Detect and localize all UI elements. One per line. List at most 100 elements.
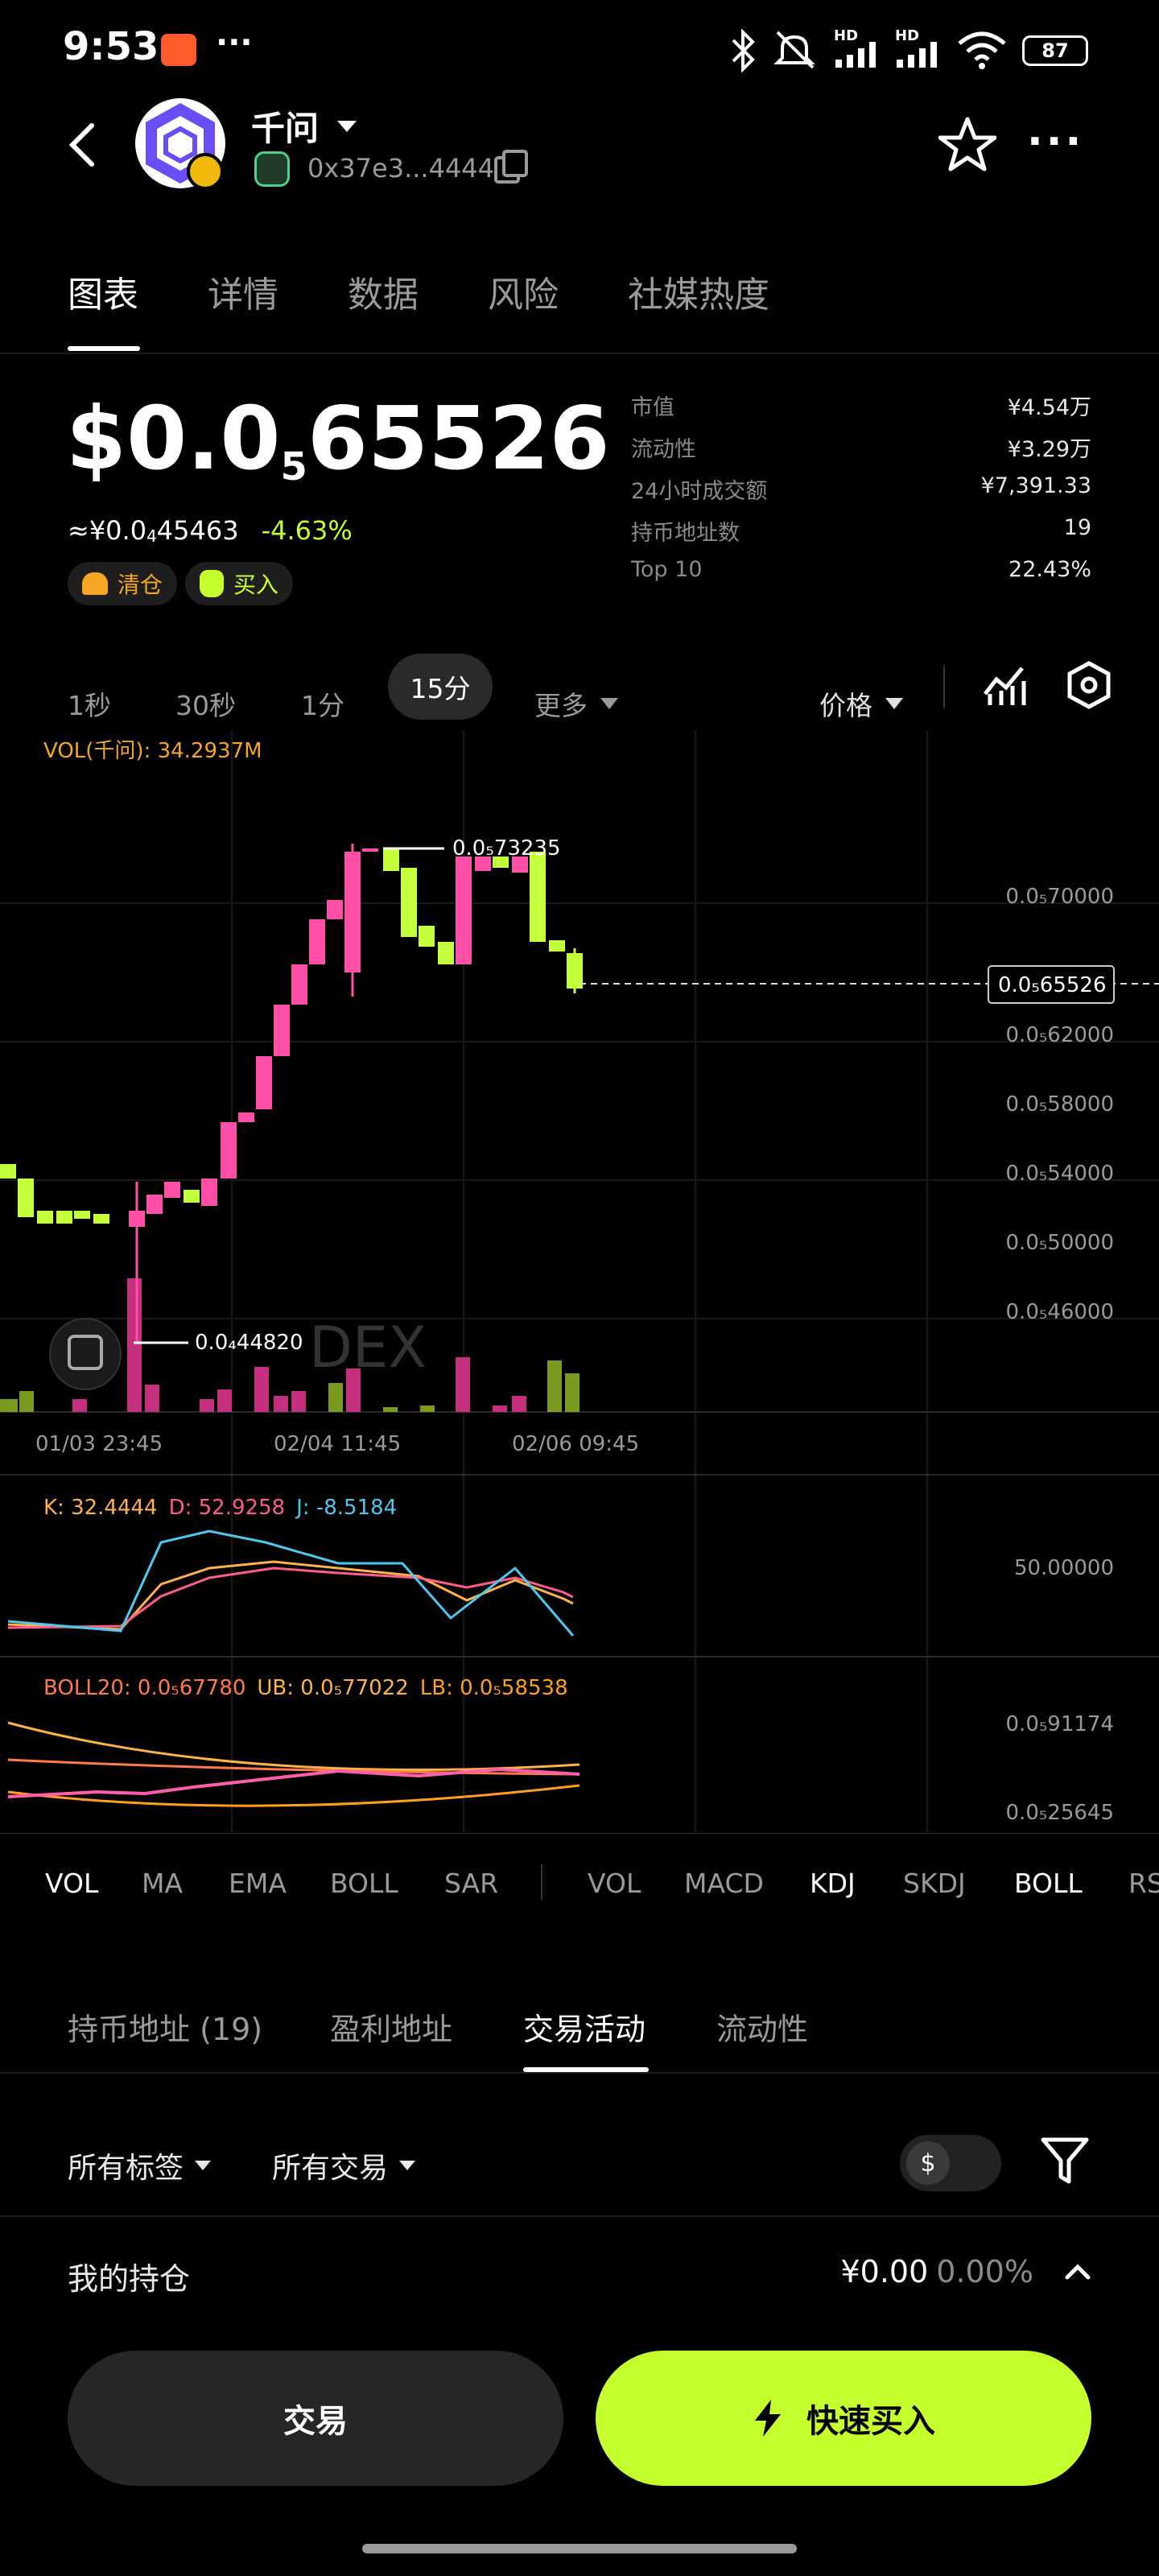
indicator-vol-main-label: VOL — [45, 1868, 99, 1899]
kdj-label: K: 32.4444 D: 52.9258 J: -8.5184 — [43, 1496, 397, 1520]
indicator-boll-sub[interactable]: BOLL — [1014, 1868, 1083, 1899]
filters-divider — [0, 2215, 1159, 2217]
candle — [512, 857, 528, 873]
status-time: 9:53 — [63, 24, 159, 69]
timeframe-more[interactable]: 更多 — [534, 684, 620, 723]
stat-label-holders: 持币地址数 — [631, 521, 740, 546]
x-tick-2: 02/04 11:45 — [274, 1432, 401, 1456]
timeframe-1s-label: 1秒 — [68, 690, 111, 721]
indicator-macd[interactable]: MACD — [684, 1868, 764, 1899]
y-tick-2: 0.0₅62000 — [1006, 1023, 1114, 1047]
copy-icon[interactable] — [493, 150, 530, 187]
indicator-boll-main[interactable]: BOLL — [330, 1868, 398, 1899]
token-dropdown-icon — [337, 120, 357, 132]
back-icon[interactable] — [66, 122, 98, 167]
mute-icon — [773, 31, 815, 69]
candle — [238, 1113, 254, 1122]
tab-chart[interactable]: 图表 — [68, 266, 138, 317]
trade-filter-dropdown-icon — [399, 2161, 416, 2170]
candle — [146, 1195, 163, 1214]
clear-icon — [82, 572, 108, 595]
quick-buy-button[interactable]: 快速买入 — [596, 2351, 1091, 2486]
timeframe-1s[interactable]: 1秒 — [68, 684, 111, 723]
chart-settings-icon[interactable] — [1064, 660, 1114, 710]
candle — [18, 1179, 34, 1217]
tab-risk[interactable]: 风险 — [488, 266, 559, 317]
tab-details[interactable]: 详情 — [208, 266, 278, 317]
indicator-vol-main[interactable]: VOL — [45, 1868, 98, 1899]
timeframe-1m-label: 1分 — [301, 690, 344, 721]
app-notification-icon — [161, 34, 196, 66]
candle — [456, 857, 472, 964]
indicator-divider — [541, 1864, 542, 1900]
watermark-text: DEX — [309, 1315, 427, 1381]
candle — [201, 1179, 217, 1206]
timeframe-1m[interactable]: 1分 — [301, 684, 344, 723]
candle — [383, 848, 399, 871]
status-bar: 9:53 ··· HD HD 87 — [0, 0, 1159, 97]
candle — [419, 926, 435, 947]
y-tick-6: 0.0₅46000 — [1006, 1300, 1114, 1324]
indicator-rsi[interactable]: RS — [1128, 1868, 1159, 1899]
trade-filter[interactable]: 所有交易 — [272, 2145, 417, 2186]
indicator-vol-sub-label: VOL — [588, 1868, 641, 1899]
candle — [493, 857, 509, 868]
token-address: 0x37e3...4444 — [307, 153, 495, 184]
tab-data[interactable]: 数据 — [348, 266, 419, 317]
low-price-label: 0.0₄44820 — [195, 1331, 303, 1355]
tab-profit-addresses[interactable]: 盈利地址 — [330, 2004, 452, 2049]
price-chart[interactable]: DEX 0.0₅73235 0.0₄44820 0.0₅65526 0.0₅70… — [0, 731, 1159, 1834]
tab-trade-activity[interactable]: 交易活动 — [523, 2004, 645, 2049]
tabs-divider — [0, 353, 1159, 354]
holding-value: ¥0.00 — [840, 2254, 929, 2289]
current-price-box — [988, 965, 1115, 1004]
indicator-skdj[interactable]: SKDJ — [903, 1868, 966, 1899]
clear-position-chip[interactable]: 清仓 — [68, 562, 178, 605]
tag-filter[interactable]: 所有标签 — [68, 2145, 212, 2186]
tab-social[interactable]: 社媒热度 — [628, 266, 769, 317]
filter-icon[interactable] — [1040, 2135, 1090, 2188]
favorite-star-icon[interactable] — [938, 116, 996, 174]
timeframe-15m[interactable]: 15分 — [388, 654, 493, 720]
indicator-sar[interactable]: SAR — [444, 1868, 498, 1899]
holding-summary[interactable]: ¥0.00 0.00% — [840, 2254, 1091, 2289]
signal-label-2: HD — [895, 27, 920, 44]
chart-grid — [0, 731, 1159, 1834]
more-options-icon[interactable]: ··· — [1027, 118, 1085, 166]
currency-toggle[interactable]: $ — [900, 2135, 1001, 2191]
signal-icon-1 — [835, 42, 876, 68]
collapse-chevron-icon — [1065, 2264, 1091, 2280]
kdj-k-value: K: 32.4444 — [43, 1496, 158, 1520]
chain-badge-icon — [187, 153, 224, 190]
bluetooth-icon — [732, 29, 755, 72]
indicator-ema[interactable]: EMA — [229, 1868, 287, 1899]
indicator-vol-sub[interactable]: VOL — [588, 1868, 641, 1899]
price-selector[interactable]: 价格 — [819, 684, 905, 723]
tab-liquidity[interactable]: 流动性 — [716, 2004, 808, 2049]
trade-filter-label: 所有交易 — [272, 2152, 389, 2185]
candle — [221, 1122, 237, 1179]
timeframe-15m-label: 15分 — [410, 673, 471, 704]
candle — [164, 1182, 180, 1198]
price-cny: ≈¥0.0 4 45463 -4.63% — [68, 515, 353, 546]
token-name-row[interactable]: 千问 — [251, 101, 359, 151]
drawing-tools-icon[interactable] — [982, 662, 1029, 708]
holding-label: 我的持仓 — [68, 2261, 191, 2297]
candle — [93, 1214, 109, 1224]
quick-buy-label: 快速买入 — [806, 2403, 935, 2440]
indicator-skdj-label: SKDJ — [903, 1868, 966, 1899]
more-notifications-icon: ··· — [216, 24, 253, 61]
indicator-ma-label: MA — [142, 1868, 184, 1899]
indicator-kdj-label: KDJ — [810, 1868, 856, 1899]
trade-button[interactable]: 交易 — [68, 2351, 563, 2486]
buy-chip[interactable]: 买入 — [185, 562, 294, 605]
indicator-ma[interactable]: MA — [142, 1868, 183, 1899]
stat-label-liquidity: 流动性 — [631, 437, 696, 462]
tag-filter-label: 所有标签 — [68, 2152, 184, 2185]
indicator-kdj[interactable]: KDJ — [810, 1868, 856, 1899]
cny-digits: 45463 — [156, 515, 239, 546]
tab-holders[interactable]: 持币地址 (19) — [68, 2004, 262, 2049]
stat-value-holders: 19 — [1063, 515, 1091, 540]
candle — [309, 919, 325, 964]
timeframe-30s[interactable]: 30秒 — [175, 684, 236, 723]
